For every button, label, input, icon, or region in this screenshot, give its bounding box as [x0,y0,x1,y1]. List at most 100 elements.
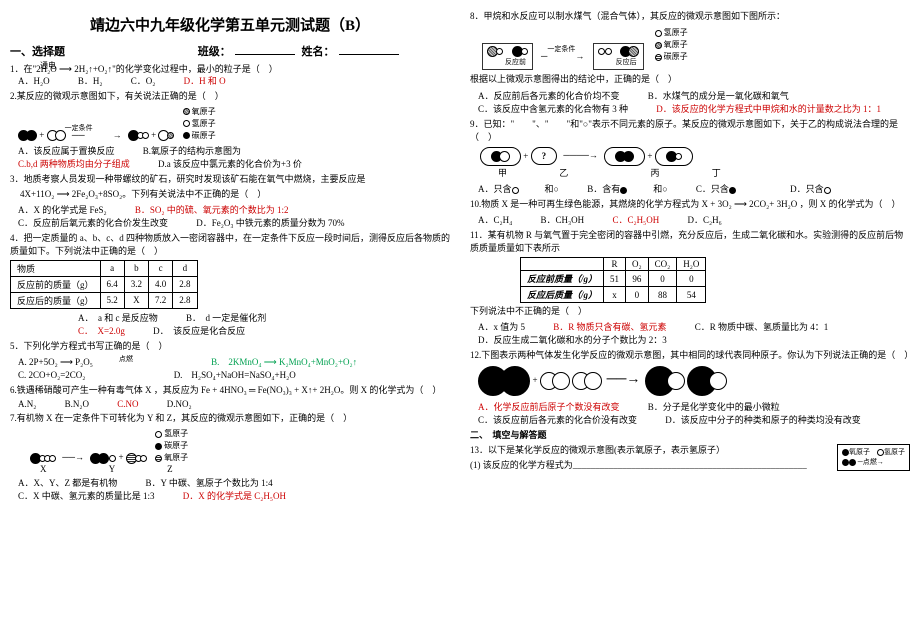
q2a: A．该反应属于置换反应 [18,144,115,157]
q10: 10.物质 X 是一种可再生绿色能源，其燃烧的化学方程式为 X + 3O₂ ⟶ … [470,198,910,211]
q8b: B．水煤气的成分是一氧化碳和氧气 [648,89,789,102]
q9: 9．已知：" "、" "和"○"表示不同元素的原子。某反应的微观示意图如下，关于… [470,118,910,144]
t4-r2a: 5.2 [100,292,124,308]
q5c: C. 2CO+O₂=2CO₂ [18,370,85,380]
q8d: D．该反应的化学方程式中甲烷和水的计量数之比为 1：1 [656,102,881,115]
class-blank[interactable] [235,54,295,55]
q10c: C．C₂H₅OH [612,213,659,226]
t4-r2b: X [124,292,148,308]
t4-r1a: 6.4 [100,276,124,292]
q10-opts: A．C₂H₄ B．CH₃OH C．C₂H₅OH D．C₂H₆ [478,213,910,226]
q8-after-box: 反应后 [593,43,645,70]
q2b: B.氧原子的结构示意图为 [143,144,241,157]
exam-title: 靖边六中九年级化学第五单元测试题（B） [10,14,450,35]
left-column: 靖边六中九年级化学第五单元测试题（B） 一、选择题 班级： 姓名： 1．在"2H… [0,0,460,630]
q2-leg-h: 氢原子 [192,119,216,128]
q13: 13．以下是某化学反应的微观示意图(表示氧原子，表示氢原子） 氧原子 氢原子 ─… [470,444,910,457]
q8a: A．反应前后各元素的化合价均不变 [478,89,620,102]
name-blank[interactable] [339,54,399,55]
q5b: B. 2KMnO₄ ⟶ K₂MnO₄+MnO₂+O₂↑ [211,355,357,368]
q6: 6.铁遇稀硝酸可产生一种有毒气体 X ，其反应为 Fe + 4HNO₃ ═ Fe… [10,384,450,397]
q2d: D.a 该反应中氯元素的化合价为+3 价 [158,157,302,170]
t11-r1a: 51 [604,271,626,287]
q8-leg-h: 氢原子 [664,28,688,37]
t11-r2d: 54 [677,287,706,303]
q7a: A．X、Y、Z 都是有机物 [18,476,117,489]
q13-leg-o: 氧原子 [849,448,870,456]
t11-h2o: H₂O [677,258,706,271]
q3: 3．地质考察人员发现一种带螺纹的矿石，研究时发现该矿石能在氧气中燃烧，主要反应是 [10,173,450,186]
q2-leg-o: 氧原子 [192,107,216,116]
q8-before-box: 反应前 [482,43,533,70]
t11-r2c: 88 [648,287,677,303]
t11-co2: CO₂ [648,258,677,271]
q9b: B．含有和○ [587,182,667,195]
q5-opts: A. 2P+5O₂ ⟶ P₂O₅点燃 B. 2KMnO₄ ⟶ K₂MnO₄+Mn… [18,355,450,381]
q9d: D．只含 [790,182,857,195]
q8c: C．该反应中含氢元素的化合物有 3 种 [478,102,628,115]
q2-diagram: + ──一定条件→ + 氧原子 氢原子 碳原子 [18,105,450,142]
q7-x: X [40,464,47,474]
q7c: C．X 中碳、氢元素的质量比是 1:3 [18,489,155,502]
q1-opts: A．H₂O B．H₂ C．O₂ D．H 和 O [18,74,450,87]
q8-opts: A．反应前后各元素的化合价均不变 B．水煤气的成分是一氧化碳和氧气 C．该反应中… [478,89,910,115]
t4-r1b: 3.2 [124,276,148,292]
t4-r2d: 2.8 [173,292,197,308]
q9-bing: 丙 [651,168,660,178]
q8: 8．甲烷和水反应可以制水煤气（混合气体），其反应的微观示意图如下图所示： [470,10,910,23]
t11-r1b: 96 [626,271,649,287]
t4-hb: b [124,260,148,276]
q5: 5．下列化学方程式书写正确的是（ ） [10,340,450,353]
q8-leg-o: 氧原子 [664,40,688,49]
q9-ding: 丁 [712,168,721,178]
q7: 7.有机物 X 在一定条件下可转化为 Y 和 Z，其反应的微观示意图如下，正确的… [10,412,450,425]
q13-text: 13．以下是某化学反应的微观示意图(表示氧原子，表示氢原子） [470,445,725,455]
t4-r2: 反应后的质量（g） [11,292,101,308]
q7-y: Y [109,464,115,474]
t11-r: R [604,258,626,271]
q12c: C．该反应前后各元素的化合价没有改变 [478,413,637,426]
q9-yi: 乙 [559,168,568,178]
q2-opts: A．该反应属于置换反应 B.氧原子的结构示意图为 C.b,d 两种物质均由分子组… [18,144,450,170]
q11d: D．反应生成二氧化碳和水的分子个数比为 2：3 [478,333,667,346]
q3c: C．反应前后氧元素的化合价发生改变 [18,216,168,229]
q7-opts: A．X、Y、Z 都是有机物 B．Y 中碳、氢原子个数比为 1:4 C．X 中碳、… [18,476,450,502]
q6-opts: A.N₂ B.N₂O C.NO D.NO₂ [18,399,450,409]
q2: 2.某反应的微观示意图如下，有关说法正确的是（ ） [10,90,450,103]
q7b: B．Y 中碳、氢原子个数比为 1:4 [146,476,273,489]
q1a: A．H₂O [18,74,50,87]
q7-diagram: ──→ + 氢原子 碳原子 氧原子 X Y Z [30,427,450,474]
t4-h1: 物质 [11,260,101,276]
t4-r2c: 7.2 [149,292,173,308]
q7-leg-c: 碳原子 [164,441,188,450]
q12: 12.下图表示两种气体发生化学反应的微观示意图，其中相同的球代表同种原子。你认为… [470,349,910,362]
q3-eq: 4X+11O₂ ⟶ 2Fe₂O₃+8SO₂。下列有关说法中不正确的是（ ） [20,188,450,201]
q4a: A． a 和 c 是反应物 [78,311,158,324]
t4-r1d: 2.8 [173,276,197,292]
q8-cond: 一定条件 [547,45,575,53]
q1: 1．在"2H₂O ⟶ 2H₂↑+O₂↑"的化学变化过程中，最小的粒子是（ ） 通… [10,63,450,72]
q12-opts: A．化学反应前后原子个数没有改变 B．分子是化学变化中的最小微粒 C．该反应前后… [478,400,910,426]
t11-o2: O₂ [626,258,649,271]
q4c: C． X=2.0g [78,324,125,337]
q3-eq-text: 4X+11O₂ ⟶ 2Fe₂O₃+8SO₂。下列有关说法中不正确的是（ ） [20,189,266,199]
q3b: B．SO₂ 中的硫、氧元素的个数比为 1:2 [135,203,289,216]
q7-legend: 氢原子 碳原子 氧原子 [155,427,188,464]
q8-stem: 根据以上微观示意图得出的结论中，正确的是（ ） [470,73,910,86]
q8-before: 反应前 [505,58,526,66]
q12-diagram: + ──→ [480,366,910,396]
t11-r1: 反应前质量（/g） [521,271,604,287]
q1d: D．H 和 O [184,74,226,87]
q6b: B.N₂O [65,399,89,409]
q6d: D.NO₂ [167,399,192,409]
q9a: A．只含和○ [478,182,559,195]
section2-heading: 二、 填空与解答题 [470,429,910,442]
q5d: D. H₂SO₄+NaOH=NaSO₄+H₂O [174,368,296,381]
q11c: C．R 物质中碳、氢质量比为 4：1 [695,320,829,333]
q4-table: 物质abcd 反应前的质量（g）6.43.24.02.8 反应后的质量（g）5.… [10,260,198,309]
q13-leg-h: 氢原子 [884,448,905,456]
right-column: 8．甲烷和水反应可以制水煤气（混合气体），其反应的微观示意图如下图所示： 反应前… [460,0,920,630]
q5a: A. 2P+5O₂ ⟶ P₂O₅ [18,357,93,368]
q1b: B．H₂ [78,74,103,87]
q2-legend: 氧原子 氢原子 碳原子 [183,105,216,142]
